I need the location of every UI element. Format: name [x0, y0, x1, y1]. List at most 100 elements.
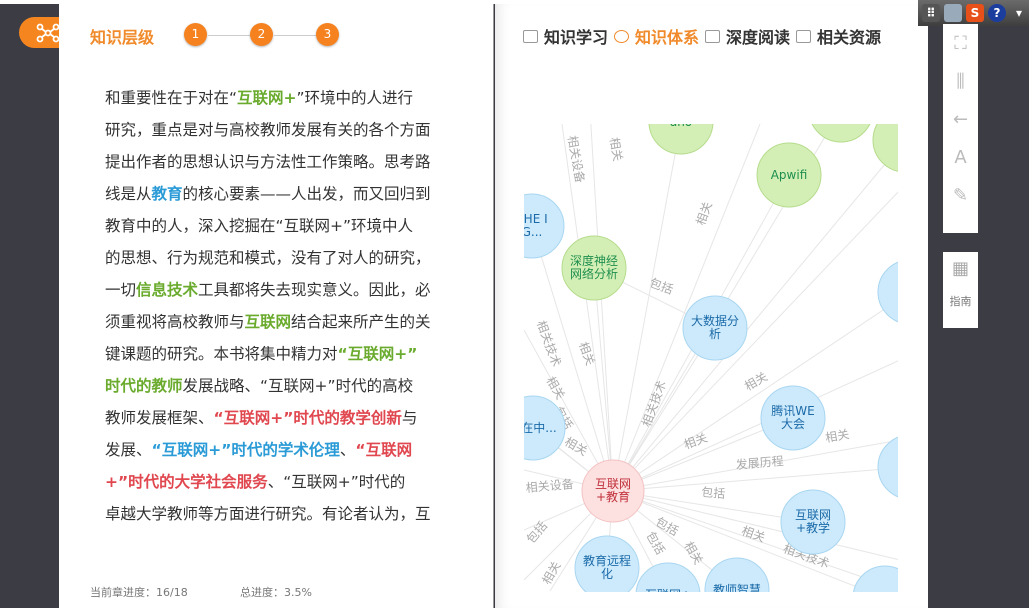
- knowledge-graph[interactable]: 相关设备相关相关包括相关技术相关相关技术相关包括相关相关相关发展历程相关相关设备…: [524, 124, 898, 592]
- graph-edge: [612, 124, 682, 492]
- edge-label: 相关设备: [565, 134, 587, 184]
- edge-label: 相关设备: [525, 477, 574, 495]
- tab-related-resources[interactable]: 相关资源: [796, 24, 881, 48]
- graph-node[interactable]: [853, 565, 898, 592]
- keyword-link[interactable]: “互联网+”时代的学术伦理: [151, 441, 340, 459]
- graph-node[interactable]: [561, 235, 627, 301]
- tab-knowledge-system[interactable]: 知识体系: [614, 24, 699, 48]
- text-line: 线是从教育的核心要素——人出发，而又回归到: [105, 178, 455, 210]
- graph-node[interactable]: [809, 124, 873, 143]
- graph-node[interactable]: [574, 535, 640, 592]
- graph-edge: [612, 490, 872, 592]
- node-label: 大数据分析: [690, 314, 739, 341]
- edge-label: 发展历程: [735, 453, 784, 472]
- graph-node[interactable]: [524, 193, 565, 259]
- graph-edge: [531, 225, 614, 492]
- graph-center-node[interactable]: [581, 459, 645, 523]
- node-label-wrapper: 在: [878, 260, 898, 324]
- text-segment: 的核心要素——人出发，而又回归到: [182, 185, 431, 203]
- graph-edge: [612, 299, 898, 492]
- keyword-link[interactable]: “互联网: [355, 441, 413, 459]
- edge-label: 相关技术: [639, 379, 669, 429]
- panel-title: 知识层级: [90, 28, 155, 47]
- node-label-wrapper: [853, 566, 898, 592]
- keyword-link[interactable]: 教育: [151, 185, 183, 203]
- sogou-icon[interactable]: S: [966, 4, 984, 22]
- graph-edge: [612, 191, 898, 492]
- tab-knowledge-learning[interactable]: 知识学习: [523, 24, 608, 48]
- guide-button[interactable]: ▦ 指南: [943, 252, 978, 328]
- text-segment: 一切: [105, 281, 137, 299]
- edit-icon[interactable]: ✎: [952, 184, 969, 206]
- node-label-wrapper: 网在中...: [524, 421, 557, 434]
- node-label: 互联网+教学: [794, 508, 831, 535]
- graph-node[interactable]: [635, 562, 701, 592]
- node-label: [853, 566, 898, 592]
- graph-node[interactable]: [877, 435, 898, 499]
- text-line: 键课题的研究。本书将集中精力对“互联网+”: [105, 338, 455, 370]
- step-connector: [274, 35, 316, 36]
- graph-node[interactable]: [648, 124, 714, 155]
- keyword-link[interactable]: +”时代的大学社会服务: [105, 473, 268, 491]
- text-segment: 发展战略、“互联网+”时代的高校: [182, 377, 414, 395]
- text-line: 教师发展框架、“互联网+”时代的教学创新与: [105, 402, 455, 434]
- node-label: [873, 124, 898, 172]
- graph-edge: [612, 490, 898, 590]
- step-3[interactable]: 3: [316, 23, 339, 46]
- text-line: 教育中的人，深入挖掘在“互联网+”环境中人: [105, 210, 455, 242]
- keyword-link[interactable]: “互联网+”: [337, 345, 418, 363]
- keyword-link[interactable]: 互联网: [244, 313, 292, 331]
- network-icon: [614, 29, 630, 43]
- graph-edge: [590, 124, 614, 492]
- graph-edge: [593, 267, 614, 492]
- guide-label: 指南: [949, 295, 972, 308]
- text-segment: 工具都将失去现实意义。因此，必: [198, 281, 431, 299]
- knowledge-panel: 知识学习 知识体系 深度阅读 相关资源 相关设备 相关 相关 包括 相关技术 相关 相关技术…: [495, 4, 928, 608]
- graph-node[interactable]: [877, 260, 898, 324]
- tab-label: 知识学习: [544, 28, 609, 47]
- help-icon[interactable]: ?: [988, 4, 1006, 22]
- font-size-icon[interactable]: A: [954, 146, 967, 168]
- graph-edge: [561, 124, 614, 492]
- node-label: 腾讯WE大会: [771, 404, 815, 431]
- graph-node[interactable]: [872, 124, 898, 172]
- columns-icon[interactable]: ⫼: [956, 70, 965, 92]
- step-2[interactable]: 2: [250, 23, 273, 46]
- book-icon: [523, 29, 538, 43]
- edge-label: 相关技术: [534, 319, 564, 369]
- node-label: 教: [878, 435, 898, 499]
- edge-label: 包括: [701, 484, 726, 501]
- keyword-link[interactable]: “互联网+”时代的教学创新: [213, 409, 402, 427]
- graph-node[interactable]: [760, 385, 826, 451]
- text-line: 时代的教师发展战略、“互联网+”时代的高校: [105, 370, 455, 402]
- text-line: 和重要性在于对在“互联网+”环境中的人进行: [105, 82, 455, 114]
- text-segment: 教师发展框架、: [105, 409, 214, 427]
- back-arrow-icon[interactable]: ←: [952, 108, 969, 130]
- tab-label: 知识体系: [635, 28, 700, 47]
- menu-icon[interactable]: ▾: [1015, 6, 1023, 20]
- app-icon[interactable]: [944, 4, 962, 22]
- graph-edge: [612, 147, 898, 492]
- text-line: 卓越大学教师等方面进行研究。有论者认为，互: [105, 498, 455, 530]
- graph-node[interactable]: [682, 295, 748, 361]
- graph-node[interactable]: [704, 557, 770, 592]
- text-segment: 线是从: [105, 185, 152, 203]
- node-label: 深度神经网络分析: [569, 254, 618, 281]
- text-segment: 、“互联网+”时代的: [267, 473, 406, 491]
- node-label-wrapper: 腾讯WE大会: [771, 404, 815, 431]
- keyword-link[interactable]: 时代的教师: [105, 377, 183, 395]
- edge-label: 相关: [539, 559, 563, 587]
- graph-edge: [612, 360, 898, 492]
- node-label-wrapper: THE IG...: [524, 213, 548, 239]
- graph-node[interactable]: [524, 395, 566, 461]
- graph-node[interactable]: [780, 489, 846, 555]
- graph-node[interactable]: [756, 142, 822, 208]
- keyword-link[interactable]: 信息技术: [136, 281, 199, 299]
- step-1[interactable]: 1: [184, 23, 207, 46]
- keyword-link[interactable]: 互联网+: [237, 89, 297, 107]
- text-segment: 、: [339, 441, 356, 459]
- tab-deep-reading[interactable]: 深度阅读: [705, 24, 790, 48]
- expand-icon[interactable]: ⛶: [954, 32, 967, 54]
- text-segment: 提出作者的思想认识与方法性工作策略。思考路: [105, 153, 431, 171]
- stack-icon: [796, 29, 812, 43]
